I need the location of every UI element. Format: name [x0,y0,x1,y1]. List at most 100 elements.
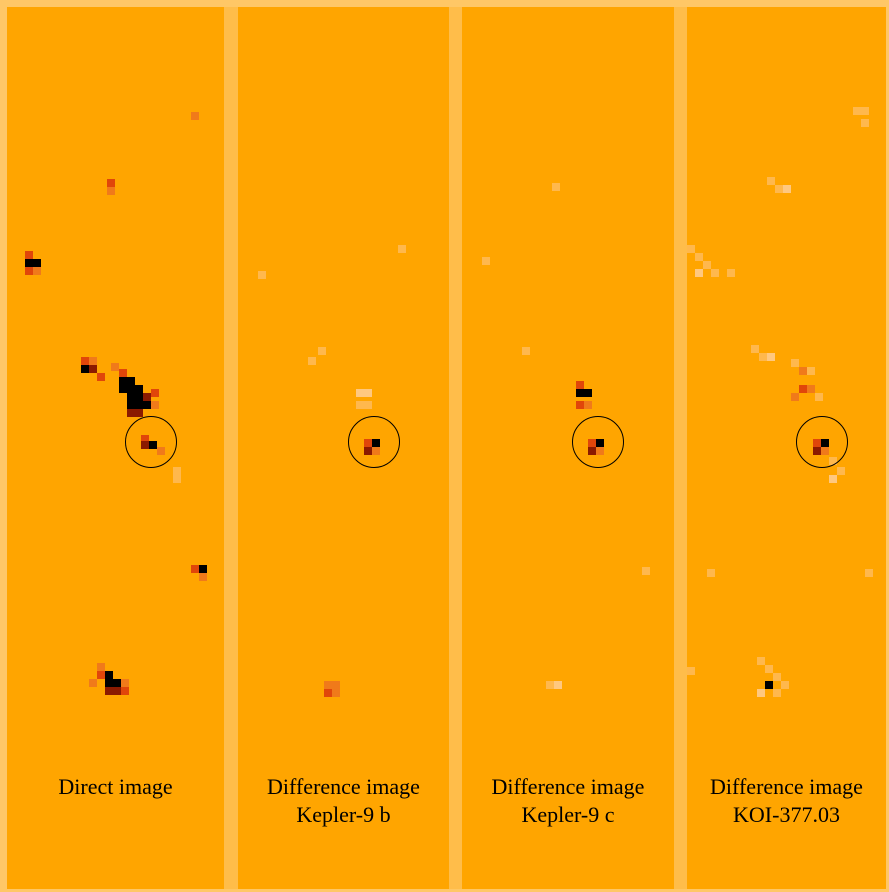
image-pixel [791,393,799,401]
image-pixel [759,353,767,361]
panel-caption: Direct image [7,773,224,801]
image-pixel [837,467,845,475]
image-pixel [151,401,159,409]
panel-caption: Difference image Kepler-9 c [462,773,674,829]
image-pixel [829,475,837,483]
image-pixel [584,389,592,397]
image-pixel [119,377,127,385]
caption-line-2: KOI-377.03 [733,802,840,827]
image-pixel [546,681,554,689]
image-pixel [113,687,121,695]
image-pixel [135,401,143,409]
image-pixel [757,689,765,697]
image-pixel [191,112,199,120]
image-pixel [482,257,490,265]
image-pixel [773,673,781,681]
image-pixel [695,269,703,277]
image-pixel [783,185,791,193]
target-circle [796,416,848,468]
image-pixel [111,363,119,371]
caption-line-2: Kepler-9 b [296,802,391,827]
image-pixel [119,369,127,377]
image-pixel [191,565,199,573]
image-pixel [861,119,869,127]
image-pixel [25,267,33,275]
image-pixel [324,681,332,689]
image-pixel [815,393,823,401]
image-pixel [151,389,159,397]
image-pixel [865,569,873,577]
image-pixel [318,347,326,355]
image-pixel [791,359,799,367]
image-pixel [135,385,143,393]
caption-line-1: Difference image [267,774,420,799]
image-pixel [127,385,135,393]
image-pixel [97,663,105,671]
image-pixel [127,377,135,385]
image-pixel [119,385,127,393]
frame-edge-right [886,0,889,892]
image-pixel [799,367,807,375]
image-pixel [781,681,789,689]
image-pixel [97,671,105,679]
image-pixel [258,271,266,279]
image-pixel [707,569,715,577]
image-pixel [97,373,105,381]
image-pixel [356,389,364,397]
image-pixel [127,401,135,409]
image-pixel [105,671,113,679]
target-circle [125,416,177,468]
image-pixel [642,567,650,575]
image-pixel [33,267,41,275]
difference-image-pixels [238,7,449,889]
image-pixel [364,401,372,409]
image-pixel [552,183,560,191]
image-pixel [324,689,332,697]
image-pixel [767,353,775,361]
caption-line-1: Difference image [491,774,645,799]
image-pixel [807,367,815,375]
image-pixel [861,107,869,115]
image-pixel [25,251,33,259]
image-pixel [767,177,775,185]
image-pixel [107,187,115,195]
caption-line-2: Kepler-9 c [521,802,615,827]
image-pixel [765,665,773,673]
image-pixel [308,357,316,365]
image-pixel [687,245,695,253]
frame-edge-bottom [0,889,889,892]
image-pixel [81,365,89,373]
image-pixel [113,679,121,687]
image-pixel [121,687,129,695]
frame-edge-left [0,0,7,892]
image-pixel [757,657,765,665]
image-pixel [127,393,135,401]
image-pixel [89,679,97,687]
image-pixel [576,389,584,397]
target-circle [572,416,624,468]
target-circle [348,416,400,468]
image-pixel [576,401,584,409]
image-pixel [127,409,135,417]
image-pixel [121,679,129,687]
image-pixel [522,347,530,355]
image-pixel [799,385,807,393]
image-pixel [584,401,592,409]
panel-divider [224,7,238,889]
image-pixel [173,467,181,475]
image-pixel [199,573,207,581]
image-pixel [143,401,151,409]
image-pixel [33,259,41,267]
image-pixel [853,107,861,115]
image-pixel [356,401,364,409]
image-pixel [703,261,711,269]
image-pixel [364,389,372,397]
difference-image-pixels [462,7,674,889]
panel-divider [674,7,687,889]
image-pixel [81,357,89,365]
caption-line-1: Difference image [710,774,863,799]
image-pixel [576,381,584,389]
image-pixel [25,259,33,267]
panel-caption: Difference image Kepler-9 b [238,773,449,829]
